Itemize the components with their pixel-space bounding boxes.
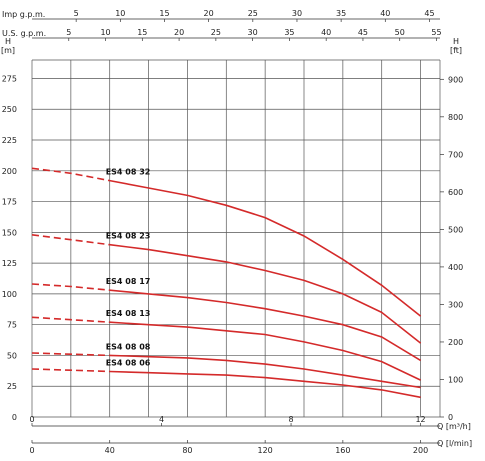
imp-tick-label: 40 xyxy=(380,9,390,18)
x-m3h-tick-label: 12 xyxy=(415,415,425,424)
imp-tick-label: 35 xyxy=(336,9,346,18)
y-axis-label-ft: H [ft] xyxy=(450,37,462,55)
y-tick-label: 200 xyxy=(2,167,17,176)
x-tick-label: 40 xyxy=(105,446,115,455)
y-tick-label: 100 xyxy=(2,290,17,299)
series-line-dashed xyxy=(31,234,110,246)
x-tick-label: 120 xyxy=(258,446,273,455)
y-tick-label: 250 xyxy=(2,105,17,114)
series-line-dashed xyxy=(31,352,110,357)
series-line xyxy=(109,179,422,317)
y-axis-label: H [m] xyxy=(1,37,15,55)
imp-tick-label: 15 xyxy=(159,9,169,18)
series-label: ES4 08 17 xyxy=(106,277,151,286)
us-tick-label: 45 xyxy=(358,28,368,37)
us-tick-label: 50 xyxy=(395,28,405,37)
us-tick-label: 55 xyxy=(431,28,441,37)
us-tick-label: 25 xyxy=(211,28,221,37)
series-label: ES4 08 23 xyxy=(106,232,151,241)
y-tick-label: 225 xyxy=(2,136,17,145)
y-ft-tick-label: 300 xyxy=(448,300,463,309)
us-tick-label: 30 xyxy=(248,28,258,37)
y-tick-label: 50 xyxy=(7,351,17,360)
x-tick-label: 80 xyxy=(182,446,192,455)
y-ft-tick-label: 100 xyxy=(448,375,463,384)
y-ft-tick-label: 600 xyxy=(448,188,463,197)
imp-tick-label: 20 xyxy=(204,9,214,18)
top-axis-2-label: U.S. g.p.m. xyxy=(2,29,46,38)
y-tick-label: 175 xyxy=(2,198,17,207)
axes: 0255075100125150175200225250275010020030… xyxy=(2,9,464,455)
series-line-dashed xyxy=(31,283,110,291)
imp-tick-label: 45 xyxy=(424,9,434,18)
grid xyxy=(31,59,441,418)
y-ft-tick-label: 0 xyxy=(448,413,453,422)
series-label: ES4 08 06 xyxy=(106,358,151,367)
series-label: ES4 08 08 xyxy=(106,342,151,351)
x-tick-label: 0 xyxy=(29,446,34,455)
curves xyxy=(31,167,422,399)
x-tick-label: 160 xyxy=(335,446,350,455)
series-line xyxy=(109,354,421,389)
series-line xyxy=(109,321,421,381)
us-tick-label: 5 xyxy=(66,28,71,37)
us-tick-label: 15 xyxy=(137,28,147,37)
imp-tick-label: 5 xyxy=(74,9,79,18)
y-ft-tick-label: 700 xyxy=(448,150,463,159)
series-line-dashed xyxy=(31,167,110,182)
series-line xyxy=(109,243,422,344)
series-line-dashed xyxy=(31,316,110,323)
imp-tick-label: 30 xyxy=(292,9,302,18)
x-axis-label-m3h: Q [m³/h] xyxy=(437,422,471,431)
series-label: ES4 08 13 xyxy=(106,309,151,318)
series-line xyxy=(109,289,422,362)
x-m3h-tick-label: 4 xyxy=(159,415,164,424)
us-tick-label: 35 xyxy=(284,28,294,37)
top-axis-1-label: Imp g.p.m. xyxy=(2,10,45,19)
us-tick-label: 40 xyxy=(321,28,331,37)
y-ft-tick-label: 800 xyxy=(448,113,463,122)
x-axis-label: Q [l/min] xyxy=(437,439,472,448)
series-label: ES4 08 32 xyxy=(106,168,151,177)
imp-tick-label: 10 xyxy=(115,9,125,18)
x-m3h-tick-label: 0 xyxy=(29,415,34,424)
y-ft-tick-label: 400 xyxy=(448,263,463,272)
y-tick-label: 25 xyxy=(7,382,17,391)
y-tick-label: 0 xyxy=(12,413,17,422)
y-tick-label: 150 xyxy=(2,228,17,237)
y-tick-label: 75 xyxy=(7,321,17,330)
x-m3h-tick-label: 8 xyxy=(289,415,294,424)
series-line-dashed xyxy=(31,368,110,373)
labels: ES4 08 32 ES4 08 23 ES4 08 17 ES4 08 13 ES4 … xyxy=(106,168,151,368)
imp-tick-label: 25 xyxy=(248,9,258,18)
series-line xyxy=(109,370,421,399)
y-tick-label: 125 xyxy=(2,259,17,268)
y-tick-label: 275 xyxy=(2,74,17,83)
y-ft-tick-label: 900 xyxy=(448,75,463,84)
y-ft-tick-label: 200 xyxy=(448,338,463,347)
us-tick-label: 10 xyxy=(100,28,110,37)
y-ft-tick-label: 500 xyxy=(448,225,463,234)
us-tick-label: 20 xyxy=(174,28,184,37)
x-tick-label: 200 xyxy=(413,446,428,455)
